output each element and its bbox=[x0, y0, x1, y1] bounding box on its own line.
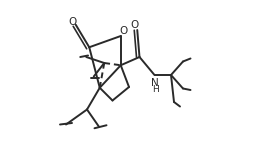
Text: N: N bbox=[151, 78, 158, 88]
Text: O: O bbox=[68, 17, 76, 27]
Text: H: H bbox=[151, 85, 158, 94]
Text: O: O bbox=[119, 27, 127, 36]
Text: O: O bbox=[130, 21, 138, 30]
